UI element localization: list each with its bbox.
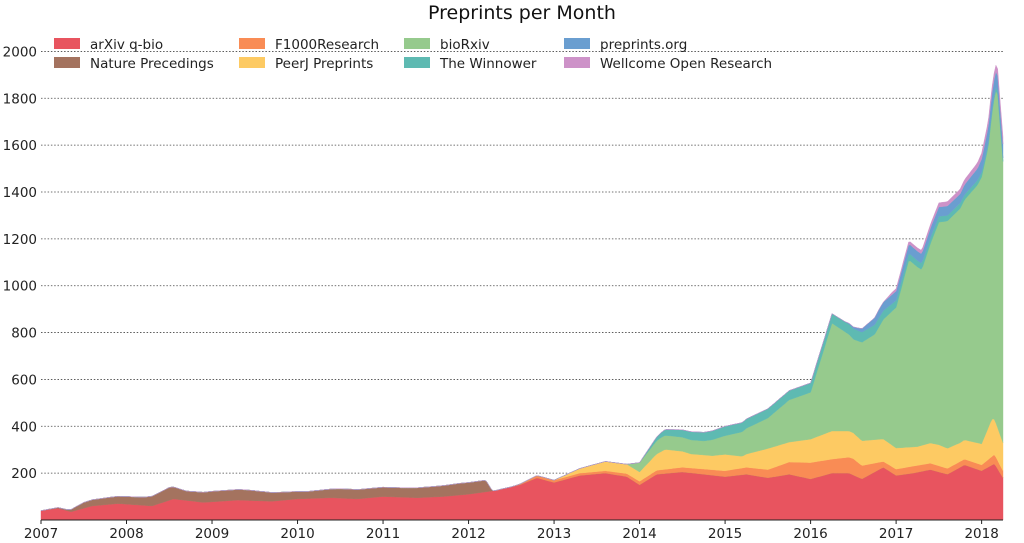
x-tick-label: 2009 bbox=[195, 526, 229, 542]
legend-swatch bbox=[54, 57, 80, 68]
legend-label: Nature Precedings bbox=[90, 56, 214, 72]
legend-label: preprints.org bbox=[600, 37, 687, 53]
x-tick-label: 2012 bbox=[451, 526, 485, 542]
x-tick-label: 2013 bbox=[537, 526, 571, 542]
legend-swatch bbox=[404, 38, 430, 49]
y-tick-label: 200 bbox=[11, 466, 37, 482]
y-tick-label: 1400 bbox=[3, 185, 37, 201]
legend-swatch bbox=[239, 57, 265, 68]
legend-swatch bbox=[239, 38, 265, 49]
y-tick-label: 800 bbox=[11, 326, 37, 342]
axes: 2007 2008 2009 2010 2011 2012 2013 2014 2015 2016… bbox=[3, 44, 1003, 542]
legend-label: The Winnower bbox=[439, 56, 537, 72]
y-tick-label: 400 bbox=[11, 419, 37, 435]
legend-label: Wellcome Open Research bbox=[600, 56, 772, 72]
y-tick-label: 1000 bbox=[3, 279, 37, 295]
legend-swatch bbox=[404, 57, 430, 68]
legend-label: F1000Research bbox=[275, 37, 379, 53]
x-tick-label: 2014 bbox=[622, 526, 656, 542]
x-tick-label: 2017 bbox=[879, 526, 913, 542]
area-wellcome-open-research bbox=[40, 64, 1004, 511]
y-tick-label: 600 bbox=[11, 372, 37, 388]
y-tick-label: 1800 bbox=[3, 91, 37, 107]
x-tick-label: 2011 bbox=[366, 526, 400, 542]
chart-title: Preprints per Month bbox=[428, 2, 616, 24]
y-tick-label: 1600 bbox=[3, 138, 37, 154]
x-tick-label: 2008 bbox=[109, 526, 143, 542]
x-tick-label: 2015 bbox=[708, 526, 742, 542]
legend-swatch bbox=[564, 38, 590, 49]
legend-swatch bbox=[564, 57, 590, 68]
legend-label: bioRxiv bbox=[440, 37, 490, 53]
legend: arXiv q-bio Nature Precedings F1000Researc… bbox=[54, 37, 772, 72]
x-tick-label: 2018 bbox=[964, 526, 998, 542]
legend-label: PeerJ Preprints bbox=[275, 56, 373, 72]
legend-label: arXiv q-bio bbox=[90, 37, 163, 53]
x-tick-label: 2007 bbox=[24, 526, 58, 542]
legend-swatch bbox=[54, 38, 80, 49]
x-tick-label: 2016 bbox=[793, 526, 827, 542]
y-tick-label: 2000 bbox=[3, 44, 37, 60]
y-tick-label: 1200 bbox=[3, 232, 37, 248]
stacked-areas bbox=[40, 64, 1004, 521]
x-tick-label: 2010 bbox=[280, 526, 314, 542]
